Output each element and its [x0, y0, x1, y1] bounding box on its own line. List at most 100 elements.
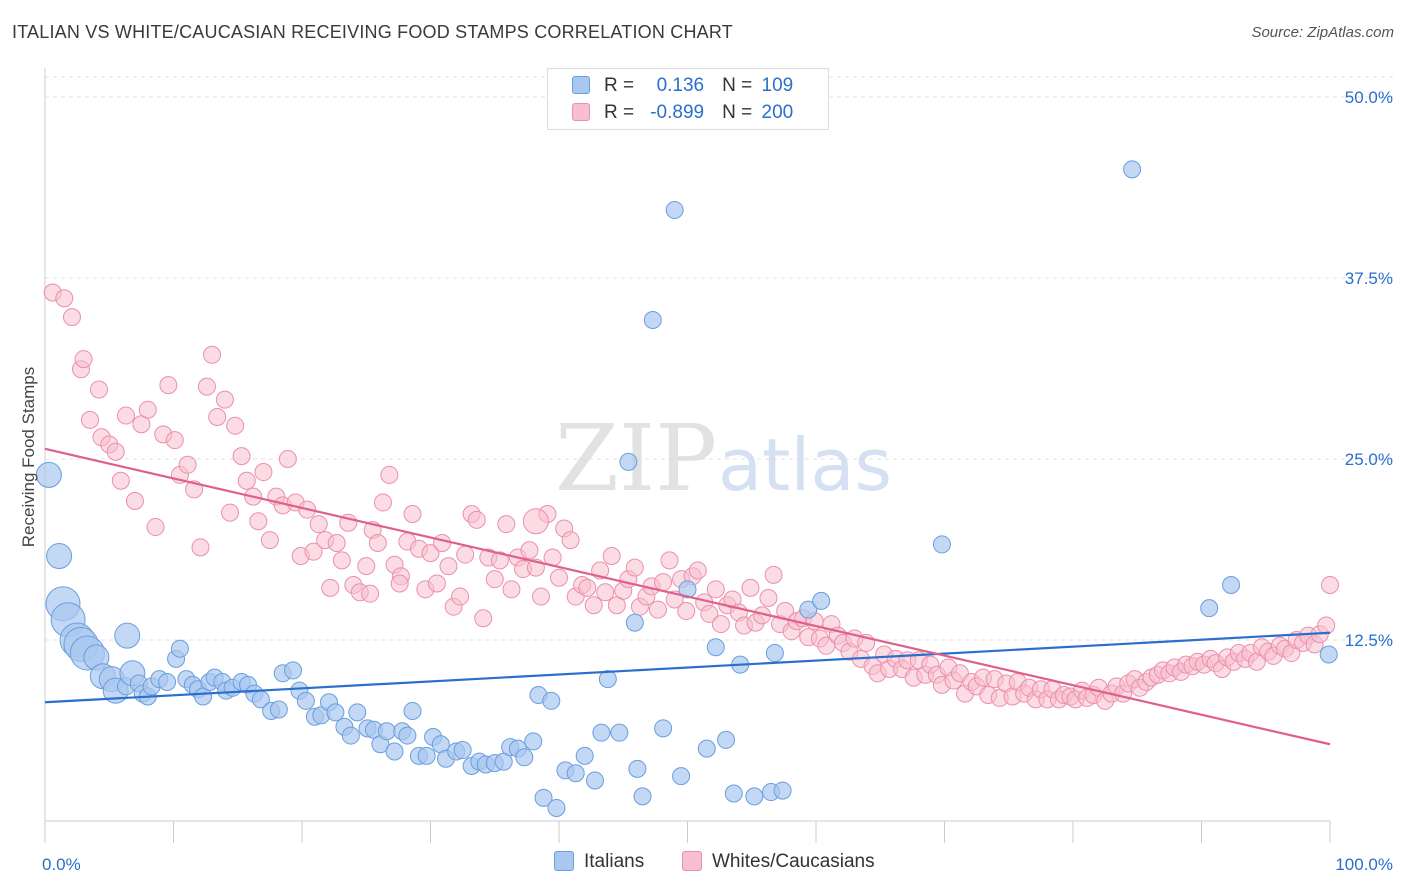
point-italians: [706, 638, 725, 657]
point-italians: [542, 691, 561, 710]
series-swatch-whites: [682, 851, 702, 871]
point-whites: [578, 578, 597, 597]
point-whites: [677, 602, 696, 621]
point-italians: [403, 701, 422, 720]
series-label-italians: Italians: [584, 851, 645, 872]
y-axis-label: Receiving Food Stamps: [19, 367, 38, 547]
point-whites: [403, 505, 422, 524]
point-italians: [515, 748, 534, 767]
legend-swatch-whites: [572, 103, 590, 121]
point-whites: [625, 558, 644, 577]
point-whites: [520, 541, 539, 560]
point-whites: [125, 491, 144, 510]
correlation-legend: R = 0.136 N = 109 R = -0.899 N = 200: [547, 68, 829, 130]
point-whites: [226, 416, 245, 435]
point-whites: [390, 574, 409, 593]
point-whites: [654, 573, 673, 592]
point-whites: [368, 533, 387, 552]
point-italians: [524, 732, 543, 751]
point-whites: [361, 584, 380, 603]
point-whites: [451, 587, 470, 606]
point-whites: [215, 390, 234, 409]
point-italians: [46, 543, 73, 570]
point-whites: [660, 551, 679, 570]
point-whites: [474, 609, 493, 628]
point-whites: [421, 544, 440, 563]
point-whites: [532, 587, 551, 606]
trend-line-italians: [44, 631, 1331, 704]
point-whites: [764, 565, 783, 584]
point-italians: [170, 639, 189, 658]
legend-r-value: -0.899: [650, 102, 705, 123]
point-italians: [619, 452, 638, 471]
legend-n-label: N =: [722, 102, 753, 123]
point-whites: [309, 515, 328, 534]
point-whites: [433, 533, 452, 552]
legend-r-value: 0.136: [656, 75, 705, 96]
point-whites: [221, 503, 240, 522]
legend-row-italians: R = 0.136 N = 109: [572, 75, 793, 97]
point-whites: [522, 508, 549, 535]
point-whites: [249, 512, 268, 531]
point-italians: [1123, 160, 1142, 179]
point-italians: [1319, 645, 1338, 664]
legend-r-label: R =: [604, 75, 635, 96]
point-italians: [592, 723, 611, 742]
x-tick-label: 0.0%: [42, 855, 81, 874]
point-whites: [561, 531, 580, 550]
y-tick-label: 50.0%: [1345, 88, 1393, 107]
point-whites: [711, 615, 730, 634]
point-whites: [89, 380, 108, 399]
point-whites: [111, 471, 130, 490]
watermark: ZIP atlas: [555, 405, 892, 512]
point-whites: [116, 406, 135, 425]
point-whites: [706, 580, 725, 599]
point-whites: [178, 455, 197, 474]
point-whites: [197, 377, 216, 396]
point-italians: [773, 781, 792, 800]
point-whites: [648, 600, 667, 619]
point-whites: [332, 551, 351, 570]
point-italians: [284, 661, 303, 680]
point-italians: [610, 723, 629, 742]
point-whites: [357, 557, 376, 576]
legend-swatch-italians: [572, 76, 590, 94]
point-whites: [502, 580, 521, 599]
legend-row-whites: R = -0.899 N = 200: [572, 102, 793, 124]
series-legend-whites[interactable]: Whites/Caucasians: [682, 851, 875, 873]
point-whites: [327, 533, 346, 552]
point-italians: [678, 580, 697, 599]
point-italians: [799, 600, 818, 619]
point-whites: [74, 350, 93, 369]
trend-line-whites: [44, 447, 1331, 746]
point-whites: [688, 561, 707, 580]
y-tick-label: 25.0%: [1345, 450, 1393, 469]
point-italians: [628, 759, 647, 778]
point-whites: [1321, 575, 1339, 594]
point-italians: [654, 719, 673, 738]
point-whites: [203, 345, 222, 364]
point-whites: [497, 515, 516, 534]
series-label-whites: Whites/Caucasians: [712, 851, 875, 872]
point-whites: [106, 442, 125, 461]
source-label: Source: ZipAtlas.com: [1251, 24, 1394, 41]
point-whites: [55, 289, 74, 308]
point-italians: [575, 746, 594, 765]
point-italians: [377, 722, 396, 741]
point-whites: [759, 589, 778, 608]
point-whites: [254, 463, 273, 482]
point-italians: [625, 613, 644, 632]
point-italians: [348, 703, 367, 722]
point-italians: [812, 591, 831, 610]
point-whites: [232, 447, 251, 466]
point-italians: [114, 622, 141, 649]
point-whites: [165, 431, 184, 450]
point-italians: [643, 310, 662, 329]
axes: 0.0% 100.0%: [42, 68, 1393, 874]
series-legend-italians[interactable]: Italians: [554, 851, 644, 873]
point-italians: [765, 644, 784, 663]
point-italians: [665, 200, 684, 219]
point-italians: [672, 767, 691, 786]
legend-r-label: R =: [604, 102, 635, 123]
